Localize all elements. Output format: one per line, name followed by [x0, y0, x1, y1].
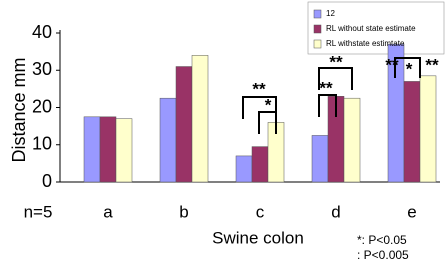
y-tick-label: 40 [32, 22, 52, 42]
x-axis-label: Swine colon [212, 228, 304, 247]
bar [235, 155, 253, 183]
bar [115, 118, 133, 183]
significance-bracket [318, 67, 353, 90]
legend-swatch [313, 24, 322, 34]
significance-bracket [242, 96, 277, 119]
y-tick-label: 30 [32, 59, 52, 79]
bar [83, 116, 101, 183]
bar [159, 97, 177, 183]
bar [191, 55, 209, 183]
y-tick-label: 20 [32, 96, 52, 116]
significance-marker: * [406, 59, 413, 78]
sample-note: n=5 [24, 202, 53, 221]
x-tick-label: d [331, 202, 340, 221]
legend-swatch [313, 9, 322, 19]
bar [251, 146, 269, 183]
legend-label: 12 [326, 9, 335, 18]
legend-box [307, 1, 445, 55]
significance-marker: ** [252, 79, 266, 98]
legend-label: RL withstate estimtate [326, 39, 405, 48]
bar [343, 97, 361, 183]
legend-swatch [313, 39, 322, 49]
legend-label: RL without state estimate [326, 24, 416, 33]
bar [99, 116, 117, 183]
x-tick-label: e [407, 202, 416, 221]
significance-marker: ** [425, 55, 439, 74]
significance-bracket [318, 94, 337, 117]
significance-bracket [394, 57, 421, 78]
x-tick-label: b [179, 202, 188, 221]
bar [311, 135, 329, 183]
significance-marker: * [265, 95, 272, 114]
bar [419, 75, 437, 183]
y-tick-label: 10 [32, 134, 52, 154]
significance-marker: ** [329, 52, 343, 71]
x-tick-label: a [103, 202, 113, 221]
y-tick-label: 0 [42, 171, 52, 191]
bar [175, 66, 193, 183]
bar [403, 81, 421, 183]
x-tick-label: c [256, 202, 265, 221]
significance-marker: ** [319, 78, 333, 97]
y-axis-label: Distance mm [9, 57, 29, 162]
footnote: : P<0.005 [357, 248, 409, 262]
footnote: *: P<0.05 [357, 233, 407, 247]
significance-bracket [258, 111, 277, 134]
